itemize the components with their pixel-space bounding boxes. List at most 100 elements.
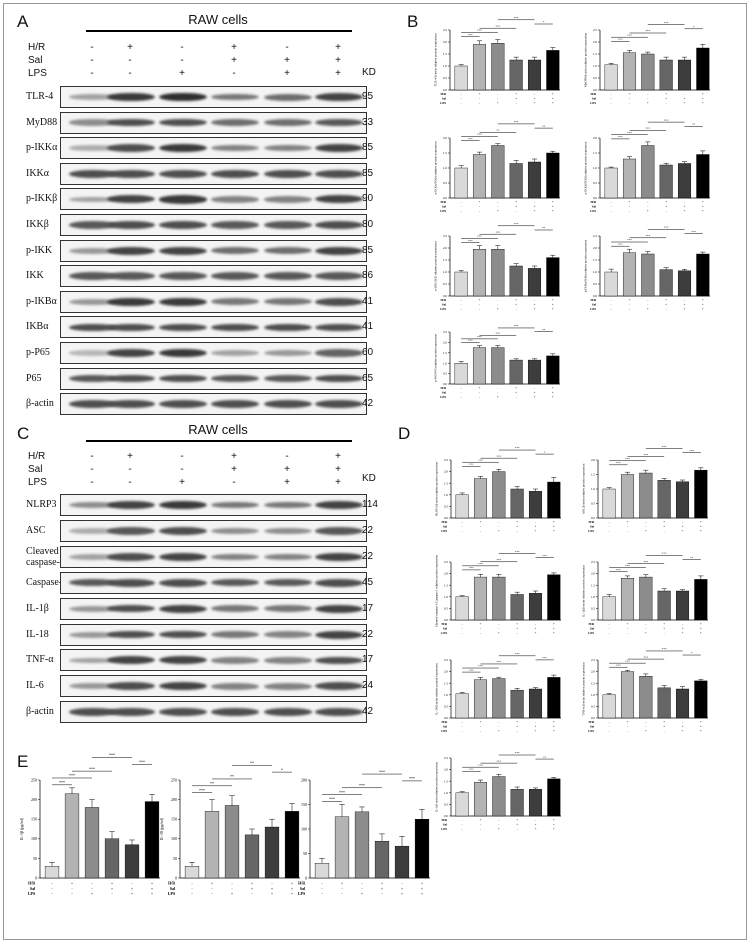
blot-label: IKK (26, 270, 44, 282)
condition-symbol: - (535, 622, 536, 626)
condition-symbol: - (609, 720, 610, 724)
blot-strip (60, 367, 367, 390)
significance-marker: *** (515, 446, 520, 450)
y-tick-label: 50 (173, 856, 177, 861)
significance-marker: *** (496, 558, 501, 562)
significance-marker: ** (250, 760, 254, 765)
bar (224, 805, 240, 879)
condition-symbol: - (666, 209, 667, 213)
blot-band (211, 93, 259, 101)
condition-row-label: Sal (592, 302, 596, 306)
condition-symbol: + (497, 307, 499, 311)
bar (510, 789, 524, 817)
condition-symbol: + (663, 724, 665, 728)
bar (455, 596, 469, 621)
condition-symbol: - (462, 724, 463, 728)
bar (527, 161, 542, 199)
condition-symbol: + (629, 200, 631, 204)
blot-strip (60, 623, 367, 646)
condition-row-label: Sal (442, 96, 446, 100)
blot-label: p-IKKα (26, 142, 58, 154)
bar (604, 64, 618, 91)
condition-symbol: - (647, 204, 648, 208)
bar (492, 678, 506, 719)
y-tick-label: 0.0 (593, 196, 597, 200)
significance-marker: *** (643, 655, 648, 659)
y-tick-label: 2.5 (444, 458, 448, 462)
condition-row-label: H/R (441, 720, 447, 724)
bar (639, 576, 653, 621)
blot-band (315, 656, 363, 665)
condition-row-label: Sal (443, 724, 447, 728)
bar (546, 257, 560, 297)
blot-band (264, 298, 312, 306)
blot-band (159, 552, 207, 561)
y-tick-label: 2.5 (444, 658, 448, 662)
cells-title-underline (86, 30, 352, 32)
condition-symbol: + (647, 101, 649, 105)
condition-symbol: - (461, 209, 462, 213)
significance-marker: *** (478, 664, 483, 668)
blot-band (264, 631, 312, 638)
bar (491, 145, 505, 199)
bar (696, 154, 710, 199)
significance-marker: *** (359, 783, 365, 788)
blot-band (69, 247, 117, 254)
significance-marker: *** (618, 242, 623, 246)
blot-band (264, 247, 312, 255)
y-tick-label: 250 (171, 777, 177, 782)
condition-symbol: + (284, 477, 290, 488)
condition-symbol: + (700, 729, 702, 733)
condition-symbol: - (498, 720, 499, 724)
condition-symbol: - (285, 42, 289, 53)
bar (641, 145, 655, 199)
condition-symbol: - (271, 880, 273, 885)
condition-symbol: + (700, 524, 702, 528)
bar (454, 65, 468, 91)
blot-band (211, 374, 259, 383)
blot-band (69, 605, 117, 612)
blot-band (315, 221, 363, 229)
condition-symbol: - (535, 818, 536, 822)
y-tick-label: 2.5 (443, 28, 447, 32)
blot-label: TNF-α (26, 654, 54, 666)
condition-symbol: + (535, 524, 537, 528)
condition-symbol: - (517, 631, 518, 635)
condition-row-label: Sal (590, 626, 594, 630)
y-tick-label: 0.5 (593, 181, 597, 185)
blot-band (159, 400, 207, 409)
y-tick-label: 2.0 (444, 470, 448, 474)
condition-symbol: + (515, 386, 517, 390)
bar (492, 576, 506, 621)
bar (641, 253, 655, 297)
condition-symbol: + (645, 729, 647, 733)
condition-symbol: + (553, 626, 555, 630)
condition-row-label: LPS (440, 209, 446, 213)
condition-symbol: - (611, 92, 612, 96)
blot-band (159, 656, 207, 665)
bar (510, 689, 524, 719)
condition-symbol: + (553, 529, 555, 533)
condition-symbol: + (498, 827, 500, 831)
blot-band (107, 400, 155, 409)
condition-symbol: - (609, 622, 610, 626)
condition-symbol: + (534, 204, 536, 208)
condition-label: LPS (28, 477, 47, 488)
bar (602, 488, 616, 519)
condition-symbol: + (552, 307, 554, 311)
y-tick-label: 1.0 (593, 64, 597, 68)
blot-band (211, 553, 259, 561)
condition-symbol: - (480, 729, 481, 733)
y-tick-label: 0.5 (591, 502, 595, 506)
condition-symbol: + (553, 822, 555, 826)
bar (491, 347, 505, 385)
significance-marker: *** (542, 554, 547, 558)
significance-marker: *** (618, 38, 623, 42)
y-tick-label: 200 (31, 797, 37, 802)
condition-symbol: + (553, 818, 555, 822)
condition-symbol: - (497, 390, 498, 394)
significance-marker: *** (139, 759, 145, 764)
significance-marker: ** (542, 328, 546, 332)
condition-symbol: - (321, 880, 323, 885)
condition-symbol: - (534, 298, 535, 302)
